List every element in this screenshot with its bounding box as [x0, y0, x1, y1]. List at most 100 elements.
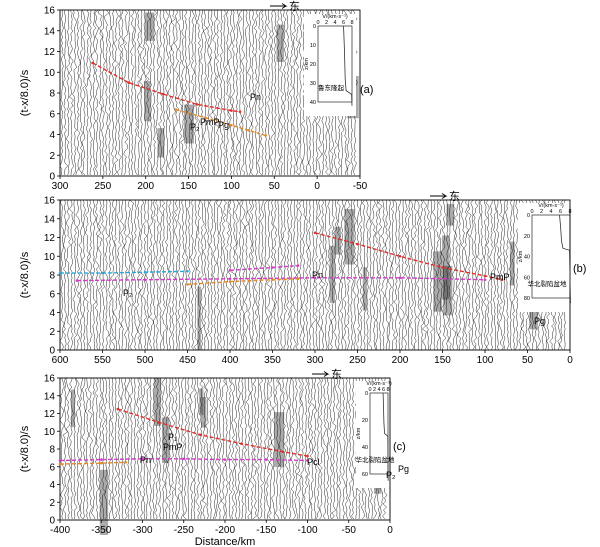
x-tick-label: 350	[264, 355, 281, 366]
x-tick-label: 100	[223, 181, 240, 192]
x-tick-label: 250	[349, 355, 366, 366]
phase-pick-point	[75, 279, 79, 282]
y-tick-label: 6	[49, 462, 55, 473]
phase-pick-point	[100, 458, 103, 461]
y-tick-label: 16	[44, 6, 56, 17]
phase-curve	[314, 232, 503, 281]
phase-pick-point	[500, 278, 504, 282]
panel-label: (c)	[393, 441, 406, 453]
x-tick-label: 300	[307, 355, 324, 366]
inset-x-tick: 0	[368, 387, 371, 393]
inset-y-tick: 60	[362, 472, 368, 478]
phase-pick-point	[271, 266, 274, 269]
inset-x-tick: 4	[333, 20, 336, 26]
x-tick-label: 150	[434, 355, 451, 366]
phase-label: Pcl	[307, 457, 320, 467]
phase-pick-point	[313, 231, 317, 235]
phase-pick-point	[356, 242, 359, 246]
direction-arrow-icon	[312, 371, 330, 377]
phase-pick-point	[58, 462, 62, 466]
phase-label: Pn	[312, 270, 323, 280]
x-tick-label: 0	[387, 525, 393, 536]
phase-pick-point	[58, 459, 62, 462]
inset-frame	[317, 25, 353, 103]
phase-label: PmP	[200, 117, 220, 127]
phase-curve	[76, 277, 486, 282]
phase-pick-point	[265, 458, 268, 461]
phase-pick-point	[204, 116, 207, 120]
direction-arrow-icon	[270, 3, 288, 9]
inset-x-tick: 4	[377, 387, 380, 393]
y-axis-label: (t-x/8.0)/s	[19, 425, 31, 472]
x-tick-label: 0	[314, 181, 320, 192]
x-tick-label: 200	[392, 355, 409, 366]
phase-pick-point	[124, 461, 128, 464]
inset-y-tick: 0	[365, 391, 368, 397]
phase-pick-point	[195, 103, 199, 106]
x-tick-label: 150	[180, 181, 197, 192]
inset-y-tick: 0	[527, 213, 530, 219]
velocity-profile-line	[382, 392, 389, 481]
y-tick-label: 14	[44, 214, 56, 225]
phase-pick-point	[223, 458, 227, 461]
inset-y-tick: 10	[310, 43, 316, 49]
y-tick-label: 8	[49, 445, 55, 456]
phase-pick-point	[127, 81, 130, 84]
y-axis-label: (t-x/8.0)/s	[19, 251, 31, 298]
inset-x-tick: 4	[549, 209, 552, 215]
inset-caption: 华北裂陷盆地	[356, 455, 396, 464]
x-tick-label: 100	[477, 355, 494, 366]
y-tick-label: 4	[49, 308, 55, 319]
inset-x-tick: 6	[342, 20, 345, 26]
y-tick-label: 0	[49, 516, 55, 527]
inset-x-tick: 0	[530, 209, 533, 215]
phase-curve	[187, 278, 299, 286]
phase-pick-point	[264, 134, 268, 137]
phase-pick-point	[441, 266, 444, 269]
phase-pick-point	[296, 264, 300, 267]
phase-label: Pg	[218, 120, 229, 130]
y-tick-label: 10	[44, 68, 56, 79]
x-axis-label: Distance/km	[195, 536, 256, 547]
y-tick-label: 14	[44, 26, 56, 37]
phase-label: Pg	[398, 464, 409, 474]
phase-pick-point	[230, 109, 233, 112]
y-tick-label: 6	[49, 109, 55, 120]
phase-pick-point	[91, 61, 94, 65]
inset-background	[304, 14, 356, 116]
phase-label: P₁	[168, 432, 177, 442]
phase-curve	[60, 270, 188, 274]
x-tick-label: -100	[297, 525, 317, 536]
phase-pick-point	[58, 271, 62, 275]
phase-pick-point	[483, 278, 487, 282]
inset-y-label: z/km	[304, 58, 310, 70]
inset-y-label: z/km	[518, 250, 524, 262]
phase-pick-point	[313, 276, 317, 280]
x-tick-label: 0	[567, 355, 573, 366]
panel-label: (b)	[573, 263, 586, 275]
phase-label: PmP	[490, 272, 510, 282]
phase-pick-point	[271, 278, 274, 282]
velocity-profile-line	[343, 25, 353, 106]
inset-x-label: V/(km·s⁻¹)	[538, 203, 564, 209]
phase-pick-point	[182, 457, 186, 461]
phase-pick-point	[157, 421, 161, 424]
phase-pick-point	[296, 277, 300, 281]
panel-a: 300 250 200 150 100 50 0 -500246810121416(t-x/8…	[19, 0, 373, 192]
phase-label: P₂	[190, 122, 200, 132]
phase-pick-point	[228, 277, 232, 281]
x-tick-label: 600	[52, 355, 69, 366]
phase-pick-point	[247, 129, 250, 132]
phase-curve	[117, 408, 308, 457]
inset-y-tick: 20	[310, 62, 316, 68]
phase-label: Pn	[250, 92, 261, 102]
inset-frame	[369, 392, 389, 475]
y-tick-label: 6	[49, 289, 55, 300]
y-axis-label: (t-x/8.0)/s	[19, 69, 31, 116]
inset-x-tick: 2	[373, 387, 376, 393]
y-tick-label: 16	[44, 196, 56, 207]
